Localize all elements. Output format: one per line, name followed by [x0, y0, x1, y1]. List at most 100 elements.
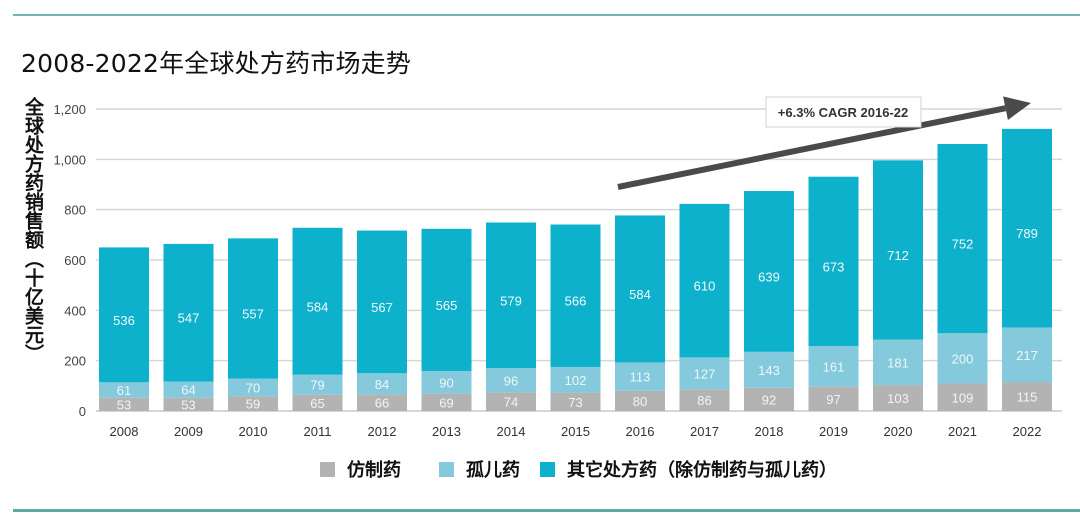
- bar-segment-other: [550, 224, 601, 367]
- bar-segment-other: [937, 143, 988, 334]
- legend-swatch-other: [540, 461, 555, 477]
- bar-segment-generic: [550, 392, 601, 411]
- bar-segment-orphan: [937, 333, 988, 384]
- data-label-other: 557: [242, 306, 264, 321]
- legend-item-other: 其它处方药（除仿制药与孤儿药）: [540, 456, 837, 482]
- bar-segment-generic: [937, 383, 988, 411]
- x-tick-label: 2021: [948, 424, 977, 439]
- data-label-orphan: 200: [952, 351, 974, 366]
- data-label-generic: 53: [117, 397, 131, 412]
- bar-segment-orphan: [421, 370, 472, 394]
- legend-label-generic: 仿制药: [347, 460, 401, 481]
- data-label-orphan: 90: [439, 375, 453, 390]
- data-label-orphan: 217: [1016, 348, 1038, 363]
- data-label-orphan: 64: [181, 383, 195, 398]
- data-label-orphan: 79: [310, 378, 324, 393]
- data-label-orphan: 61: [117, 383, 131, 398]
- data-label-other: 639: [758, 269, 780, 284]
- y-tick-label: 800: [64, 203, 86, 218]
- y-tick-label: 600: [64, 253, 86, 268]
- bar-segment-other: [1002, 128, 1052, 328]
- bar-segment-other: [615, 215, 665, 363]
- y-tick-label: 1,000: [53, 152, 86, 167]
- y-tick-label: 1,200: [53, 102, 86, 117]
- y-tick-label: 200: [64, 354, 86, 369]
- data-label-orphan: 70: [246, 380, 260, 395]
- data-label-generic: 103: [887, 391, 909, 406]
- bar-segment-orphan: [486, 368, 536, 393]
- legend-swatch-generic: [320, 461, 335, 477]
- data-label-other: 547: [178, 311, 200, 326]
- bar-segment-other: [486, 222, 536, 369]
- y-axis-label: 全球处方药销售额（十亿美元）: [22, 97, 44, 363]
- data-label-generic: 80: [633, 394, 647, 409]
- bar-segment-generic: [163, 397, 214, 411]
- bar-segment-orphan: [163, 381, 214, 398]
- data-label-other: 584: [307, 299, 329, 314]
- x-tick-label: 2013: [432, 424, 461, 439]
- x-tick-label: 2016: [626, 424, 655, 439]
- data-label-other: 584: [629, 287, 651, 302]
- bar-segment-generic: [679, 389, 730, 411]
- data-label-other: 752: [952, 237, 974, 252]
- chart-title: 2008-2022年全球处方药市场走势: [21, 49, 412, 78]
- data-label-generic: 53: [181, 397, 195, 412]
- bar-segment-orphan: [228, 378, 278, 397]
- legend-item-orphan: 孤儿药: [439, 456, 520, 482]
- data-label-orphan: 181: [887, 355, 909, 370]
- legend-swatch-orphan: [439, 461, 454, 477]
- y-tick-labels: 0 200 400 600 800 1,000 1,200: [53, 102, 86, 419]
- x-tick-label: 2019: [819, 424, 848, 439]
- data-label-generic: 66: [375, 396, 389, 411]
- bar-segment-orphan: [99, 382, 149, 398]
- data-label-generic: 109: [952, 390, 974, 405]
- x-tick-label: 2015: [561, 424, 590, 439]
- data-label-other: 579: [500, 293, 522, 308]
- data-label-generic: 97: [826, 392, 840, 407]
- data-label-generic: 92: [762, 392, 776, 407]
- bar-segment-orphan: [1002, 327, 1052, 383]
- bar-segment-orphan: [550, 366, 601, 393]
- cagr-arrow-head: [1003, 96, 1031, 120]
- bar-segment-generic: [357, 394, 407, 411]
- bar-segment-generic: [1002, 382, 1052, 411]
- bar-segment-other: [292, 227, 343, 375]
- bar-segment-other: [228, 238, 278, 379]
- data-label-other: 567: [371, 300, 393, 315]
- data-label-generic: 74: [504, 395, 518, 410]
- bar-segment-other: [808, 176, 859, 347]
- bar-segment-generic: [228, 396, 278, 411]
- bar-segment-other: [679, 203, 730, 358]
- bar-segment-generic: [486, 392, 536, 411]
- data-label-generic: 59: [246, 397, 260, 412]
- x-tick-label: 2017: [690, 424, 719, 439]
- x-tick-label: 2012: [368, 424, 397, 439]
- bars: 5361536536454759705576579584668456769905…: [99, 128, 1052, 412]
- x-tick-label: 2008: [110, 424, 139, 439]
- data-label-orphan: 161: [823, 359, 845, 374]
- data-label-other: 789: [1016, 226, 1038, 241]
- bar-segment-orphan: [292, 374, 343, 395]
- data-label-other: 673: [823, 259, 845, 274]
- bar-segment-orphan: [873, 339, 923, 386]
- data-label-orphan: 96: [504, 373, 518, 388]
- bar-segment-generic: [615, 390, 665, 411]
- bar-segment-other: [744, 191, 794, 352]
- top-divider: [13, 14, 1080, 16]
- bar-segment-other: [357, 230, 407, 374]
- x-tick-labels: 2008 2009 2010 2011 2012 2013 2014 2015 2016 2017…: [110, 424, 1042, 439]
- data-label-generic: 115: [1017, 390, 1038, 405]
- data-label-other: 566: [565, 294, 587, 309]
- data-label-other: 536: [113, 313, 135, 328]
- y-tick-label: 0: [79, 404, 86, 419]
- x-tick-label: 2014: [497, 424, 526, 439]
- data-label-orphan: 143: [758, 363, 780, 378]
- legend-label-orphan: 孤儿药: [466, 460, 520, 481]
- x-tick-label: 2018: [755, 424, 784, 439]
- data-label-generic: 73: [568, 395, 582, 410]
- data-label-generic: 69: [439, 395, 453, 410]
- data-label-orphan: 127: [694, 366, 716, 381]
- bar-segment-generic: [873, 385, 923, 411]
- bar-segment-other: [873, 160, 923, 340]
